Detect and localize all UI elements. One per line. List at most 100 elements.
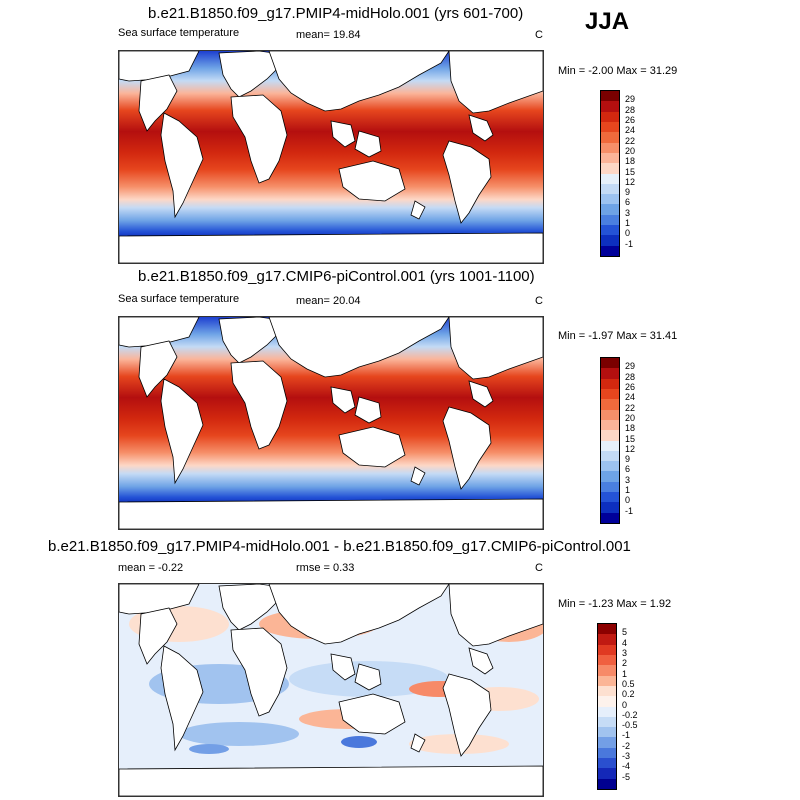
colorbar-swatch bbox=[601, 245, 619, 256]
season-label: JJA bbox=[585, 8, 630, 35]
colorbar-swatch bbox=[601, 111, 619, 122]
panel-3-units: C bbox=[535, 562, 543, 574]
colorbar-swatch bbox=[601, 183, 619, 195]
colorbar-tick-label: 6 bbox=[625, 197, 631, 208]
colorbar-swatch bbox=[601, 492, 619, 503]
colorbar-tick-label: -3 bbox=[622, 751, 631, 762]
colorbar-swatch bbox=[598, 778, 616, 789]
colorbar-swatch bbox=[601, 450, 619, 462]
colorbar-swatch bbox=[601, 399, 619, 410]
colorbar-swatch bbox=[601, 225, 619, 236]
colorbar-swatch bbox=[601, 358, 619, 369]
colorbar-tick-label: 0 bbox=[622, 699, 628, 710]
panel-2-title: b.e21.B1850.f09_g17.CMIP6-piControl.001 … bbox=[138, 268, 535, 285]
colorbar-swatch bbox=[601, 368, 619, 379]
panel-2-units: C bbox=[535, 295, 543, 307]
colorbar-tick-label: 28 bbox=[625, 104, 636, 115]
colorbar-swatch bbox=[601, 440, 619, 451]
colorbar-swatch bbox=[601, 214, 619, 226]
colorbar-swatch bbox=[601, 461, 619, 472]
colorbar-tick-label: 22 bbox=[625, 135, 636, 146]
panel-1-title: b.e21.B1850.f09_g17.PMIP4-midHolo.001 (y… bbox=[148, 5, 524, 22]
colorbar-tick-label: 2 bbox=[622, 658, 628, 669]
panel-3-mean-label: mean = -0.22 bbox=[118, 562, 184, 574]
colorbar-tick-label: 29 bbox=[625, 361, 636, 372]
colorbar-swatch bbox=[601, 194, 619, 205]
colorbar-tick-label: -1 bbox=[622, 730, 631, 741]
colorbar-swatch bbox=[601, 91, 619, 102]
colorbar-tick-label: 0.5 bbox=[622, 678, 635, 689]
colorbar-tick-label: 0.2 bbox=[622, 689, 635, 700]
colorbar-swatch bbox=[601, 512, 619, 523]
colorbar-tick-label: 6 bbox=[625, 464, 631, 475]
colorbar-swatch bbox=[601, 481, 619, 493]
panel-2-variable-label: Sea surface temperature bbox=[118, 293, 240, 305]
colorbar-tick-label: 12 bbox=[625, 176, 636, 187]
colorbar-swatch bbox=[601, 409, 619, 420]
colorbar-tick-label: -4 bbox=[622, 761, 631, 772]
panel-1-map bbox=[118, 50, 544, 264]
colorbar-tick-label: -0.5 bbox=[622, 720, 638, 731]
panel-3-rmse-label: rmse = 0.33 bbox=[296, 562, 355, 574]
panel-3-minmax: Min = -1.23 Max = 1.92 bbox=[558, 598, 672, 610]
colorbar-swatch bbox=[601, 378, 619, 389]
colorbar-tick-label: 9 bbox=[625, 454, 631, 465]
colorbar-tick-label: 29 bbox=[625, 94, 636, 105]
colorbar-swatch bbox=[598, 644, 616, 655]
colorbar-swatch bbox=[598, 634, 616, 645]
colorbar-swatch bbox=[601, 142, 619, 153]
colorbar-swatch bbox=[598, 758, 616, 769]
colorbar-swatch bbox=[598, 737, 616, 748]
panel-3-title: b.e21.B1850.f09_g17.PMIP4-midHolo.001 - … bbox=[48, 538, 631, 555]
colorbar-tick-label: 5 bbox=[622, 627, 628, 638]
colorbar-swatch bbox=[598, 665, 616, 676]
sst-map-2 bbox=[119, 317, 543, 529]
colorbar-swatch bbox=[601, 388, 619, 400]
difference-map bbox=[119, 584, 543, 796]
panel-2-map bbox=[118, 316, 544, 530]
colorbar-tick-label: 3 bbox=[625, 474, 631, 485]
colorbar-tick-label: 18 bbox=[625, 156, 636, 167]
panel-3-map bbox=[118, 583, 544, 797]
colorbar-swatch bbox=[601, 419, 619, 431]
colorbar-swatch bbox=[598, 768, 616, 779]
colorbar-tick-label: 26 bbox=[625, 381, 636, 392]
colorbar-swatch bbox=[598, 716, 616, 728]
colorbar-tick-label: 1 bbox=[622, 668, 628, 679]
colorbar-swatch bbox=[598, 696, 616, 707]
colorbar-tick-label: -2 bbox=[622, 740, 631, 751]
colorbar-tick-label: -1 bbox=[625, 238, 634, 249]
land-masses bbox=[119, 317, 543, 529]
colorbar-tick-label: 3 bbox=[622, 647, 628, 658]
colorbar-tick-label: 0 bbox=[625, 495, 631, 506]
colorbar-tick-label: -1 bbox=[625, 505, 634, 516]
colorbar-tick-label: 28 bbox=[625, 371, 636, 382]
colorbar-tick-label: 15 bbox=[625, 433, 636, 444]
panel-3-colorbar bbox=[597, 623, 617, 790]
colorbar-swatch bbox=[601, 163, 619, 174]
colorbar-swatch bbox=[601, 502, 619, 513]
panel-1-colorbar bbox=[600, 90, 620, 257]
panel-1-mean-label: mean= 19.84 bbox=[296, 29, 361, 41]
colorbar-tick-label: 1 bbox=[625, 485, 631, 496]
colorbar-swatch bbox=[601, 173, 619, 184]
colorbar-swatch bbox=[601, 132, 619, 143]
colorbar-swatch bbox=[598, 624, 616, 635]
colorbar-swatch bbox=[598, 727, 616, 738]
colorbar-tick-label: 18 bbox=[625, 423, 636, 434]
panel-2-colorbar bbox=[600, 357, 620, 524]
panel-1-minmax: Min = -2.00 Max = 31.29 bbox=[558, 65, 678, 77]
colorbar-swatch bbox=[601, 204, 619, 215]
land-masses bbox=[119, 584, 543, 796]
colorbar-tick-label: 12 bbox=[625, 443, 636, 454]
colorbar-swatch bbox=[601, 121, 619, 133]
colorbar-swatch bbox=[598, 685, 616, 697]
colorbar-tick-label: 3 bbox=[625, 207, 631, 218]
panel-1-units: C bbox=[535, 29, 543, 41]
colorbar-swatch bbox=[601, 471, 619, 482]
panel-1-variable-label: Sea surface temperature bbox=[118, 27, 240, 39]
land-masses bbox=[119, 51, 543, 263]
colorbar-swatch bbox=[601, 235, 619, 246]
colorbar-tick-label: 22 bbox=[625, 402, 636, 413]
colorbar-tick-label: 20 bbox=[625, 412, 636, 423]
